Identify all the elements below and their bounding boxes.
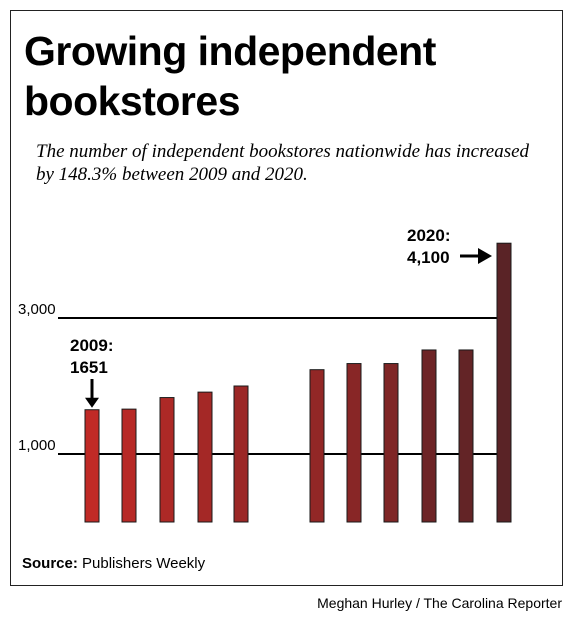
bar-2014 xyxy=(309,369,325,523)
bar-2018 xyxy=(421,349,437,523)
source-note: Source: Publishers Weekly xyxy=(22,555,205,572)
source-label: Source: xyxy=(22,555,78,572)
start-annotation-value: 1651 xyxy=(70,358,108,377)
bar-2011 xyxy=(159,397,175,523)
bar-2016 xyxy=(383,363,399,523)
bar-2010 xyxy=(121,408,137,523)
bar-2019 xyxy=(458,349,474,523)
bar-2013 xyxy=(233,385,249,523)
bar-2020 xyxy=(496,242,512,523)
y-tick-label-1000: 1,000 xyxy=(18,437,56,454)
start-annotation-year: 2009: xyxy=(70,336,114,355)
start-arrow-head xyxy=(85,397,99,408)
end-annotation-year: 2020: xyxy=(407,226,451,245)
source-text: Publishers Weekly xyxy=(82,555,206,572)
chart-subtitle: The number of independent bookstores nat… xyxy=(36,141,530,185)
bar-2009 xyxy=(84,409,100,523)
end-annotation: 2020: 4,100 xyxy=(407,225,450,269)
end-annotation-value: 4,100 xyxy=(407,248,450,267)
y-tick-label-3000: 3,000 xyxy=(18,301,56,318)
chart-title: Growing independent bookstores xyxy=(24,28,436,124)
end-arrow-head xyxy=(478,248,492,264)
start-annotation: 2009: 1651 xyxy=(70,335,113,379)
credit-line: Meghan Hurley / The Carolina Reporter xyxy=(317,595,562,611)
bar-2012 xyxy=(197,391,213,523)
bar-2015 xyxy=(346,363,362,523)
